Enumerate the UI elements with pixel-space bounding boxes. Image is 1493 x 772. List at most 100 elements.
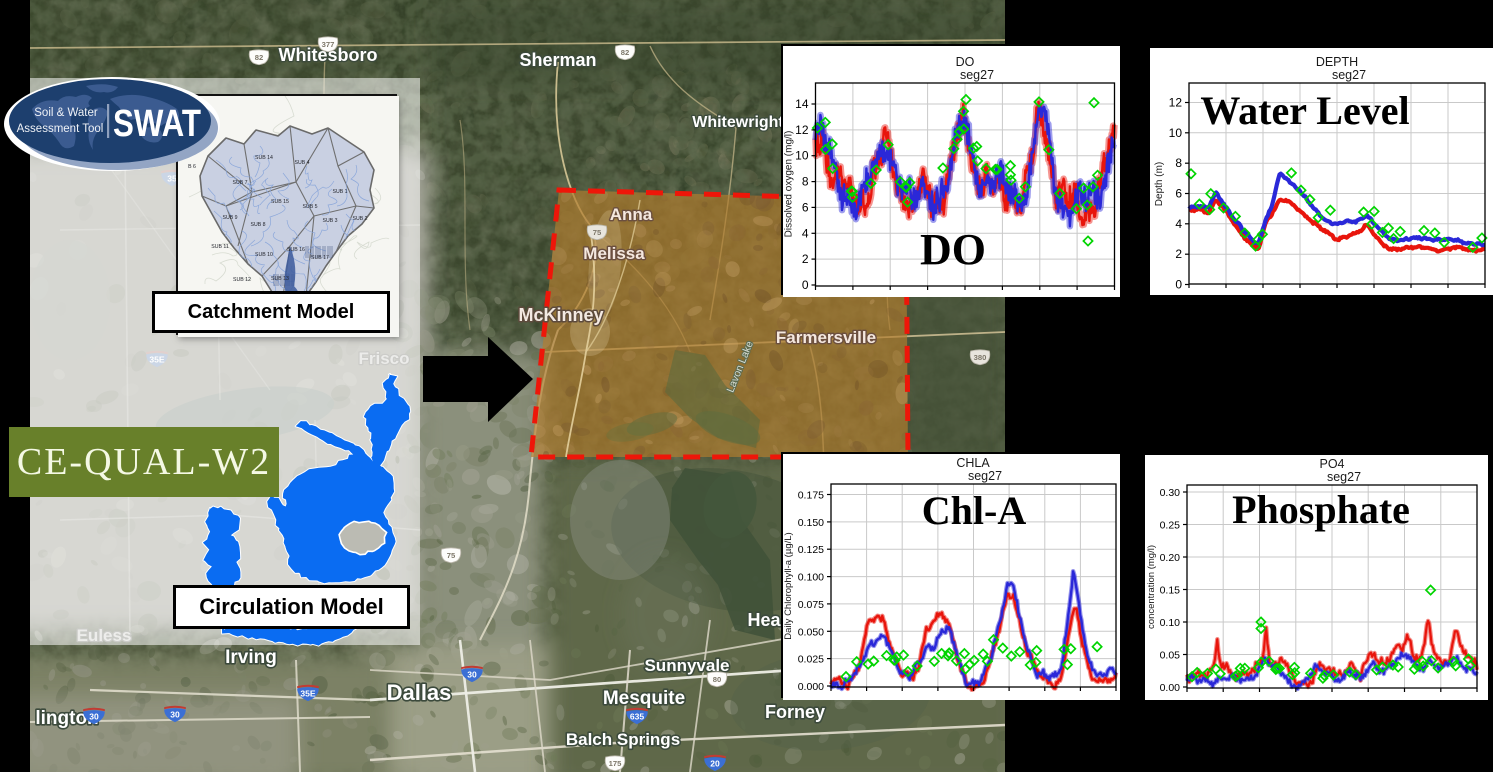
- svg-text:SUB 15: SUB 15: [271, 199, 289, 205]
- svg-text:Balch Springs: Balch Springs: [566, 730, 680, 749]
- svg-text:PO4: PO4: [1319, 457, 1344, 471]
- svg-text:20: 20: [710, 758, 720, 768]
- svg-text:SUB 11: SUB 11: [211, 244, 229, 250]
- svg-text:12: 12: [1169, 96, 1183, 110]
- svg-text:82: 82: [255, 53, 264, 62]
- svg-text:8: 8: [802, 175, 809, 189]
- svg-text:SUB 12: SUB 12: [233, 277, 251, 283]
- svg-text:0.050: 0.050: [798, 626, 824, 638]
- svg-text:10: 10: [795, 149, 809, 163]
- svg-text:SWAT: SWAT: [113, 103, 201, 145]
- svg-text:Forney: Forney: [765, 702, 825, 722]
- svg-text:Daily Chlorophyll-a (µg/L): Daily Chlorophyll-a (µg/L): [783, 532, 794, 639]
- svg-text:Anna: Anna: [610, 205, 653, 224]
- svg-text:concentration (mg/l): concentration (mg/l): [1146, 545, 1157, 629]
- svg-text:DO: DO: [956, 55, 975, 69]
- svg-text:Forney: Forney: [765, 702, 825, 722]
- svg-text:Melissa: Melissa: [583, 244, 645, 263]
- svg-text:SUB 2: SUB 2: [353, 216, 368, 222]
- svg-text:75: 75: [593, 228, 602, 237]
- svg-text:0.025: 0.025: [798, 654, 824, 666]
- svg-text:0.150: 0.150: [798, 517, 824, 529]
- svg-text:DEPTH: DEPTH: [1316, 55, 1358, 69]
- svg-text:0.30: 0.30: [1160, 487, 1181, 499]
- svg-text:2: 2: [1175, 247, 1182, 261]
- svg-text:0.00: 0.00: [1160, 682, 1181, 694]
- svg-text:lington: lington: [35, 708, 98, 729]
- svg-text:Sunnyvale: Sunnyvale: [644, 656, 729, 675]
- svg-text:635: 635: [630, 711, 645, 721]
- svg-text:seg27: seg27: [1327, 470, 1361, 484]
- svg-text:Irving: Irving: [225, 647, 277, 668]
- svg-text:Hea: Hea: [747, 610, 781, 630]
- svg-text:Whitesboro: Whitesboro: [279, 45, 378, 65]
- svg-text:0.10: 0.10: [1160, 617, 1181, 629]
- svg-text:Whitewright: Whitewright: [692, 114, 784, 131]
- svg-text:Melissa: Melissa: [583, 244, 645, 263]
- svg-text:Sherman: Sherman: [519, 50, 596, 70]
- svg-text:0.25: 0.25: [1160, 520, 1181, 532]
- svg-text:82: 82: [621, 48, 630, 57]
- svg-text:SUB 3: SUB 3: [323, 218, 338, 224]
- svg-text:Soil & Water: Soil & Water: [34, 107, 98, 119]
- svg-text:0: 0: [802, 278, 809, 292]
- svg-text:0.100: 0.100: [798, 572, 824, 584]
- svg-text:6: 6: [802, 200, 809, 214]
- svg-text:4: 4: [1175, 217, 1182, 231]
- svg-text:0.20: 0.20: [1160, 552, 1181, 564]
- svg-text:SUB 5: SUB 5: [303, 204, 318, 210]
- svg-text:Whitesboro: Whitesboro: [279, 45, 378, 65]
- svg-text:seg27: seg27: [968, 469, 1002, 483]
- svg-text:SUB 16: SUB 16: [287, 247, 305, 253]
- svg-text:Dallas: Dallas: [387, 680, 452, 705]
- svg-text:SUB 13: SUB 13: [271, 276, 289, 282]
- svg-text:SUB 14: SUB 14: [255, 155, 273, 161]
- svg-text:SUB 9: SUB 9: [223, 215, 238, 221]
- svg-text:12: 12: [795, 123, 809, 137]
- svg-text:14: 14: [795, 97, 809, 111]
- svg-text:Phosphate: Phosphate: [1232, 487, 1410, 532]
- svg-text:175: 175: [609, 759, 622, 768]
- svg-text:0.075: 0.075: [798, 599, 824, 611]
- svg-text:Sunnyvale: Sunnyvale: [644, 656, 729, 675]
- svg-text:Hea: Hea: [747, 610, 781, 630]
- svg-text:B 6: B 6: [188, 164, 196, 170]
- svg-text:4: 4: [802, 226, 809, 240]
- svg-text:0.175: 0.175: [798, 490, 824, 502]
- svg-text:SUB 1: SUB 1: [333, 189, 348, 195]
- svg-text:Sherman: Sherman: [519, 50, 596, 70]
- svg-text:10: 10: [1169, 126, 1183, 140]
- svg-text:75: 75: [447, 551, 456, 560]
- svg-text:Anna: Anna: [610, 205, 653, 224]
- svg-text:Assessment Tool: Assessment Tool: [17, 123, 104, 135]
- svg-text:Dallas: Dallas: [387, 680, 452, 705]
- svg-text:seg27: seg27: [960, 68, 994, 82]
- svg-text:2: 2: [802, 252, 809, 266]
- svg-text:377: 377: [322, 40, 335, 49]
- svg-text:6: 6: [1175, 187, 1182, 201]
- svg-text:SUB 10: SUB 10: [255, 252, 273, 258]
- svg-text:30: 30: [170, 709, 180, 719]
- svg-text:seg27: seg27: [1332, 68, 1366, 82]
- svg-text:Farmersville: Farmersville: [776, 328, 876, 347]
- svg-text:0.000: 0.000: [798, 681, 824, 693]
- svg-text:30: 30: [89, 711, 99, 721]
- svg-text:Irving: Irving: [225, 647, 277, 668]
- svg-text:30: 30: [467, 669, 477, 679]
- svg-text:McKinney: McKinney: [518, 305, 603, 325]
- svg-text:McKinney: McKinney: [518, 305, 603, 325]
- svg-text:35E: 35E: [300, 688, 316, 698]
- svg-text:Water Level: Water Level: [1200, 88, 1409, 133]
- svg-text:SUB 17: SUB 17: [311, 255, 329, 261]
- svg-text:Farmersville: Farmersville: [776, 328, 876, 347]
- svg-text:0.15: 0.15: [1160, 585, 1181, 597]
- svg-text:Balch Springs: Balch Springs: [566, 730, 680, 749]
- svg-text:CHLA: CHLA: [956, 456, 990, 470]
- svg-text:Dissolved oxygen (mg/l): Dissolved oxygen (mg/l): [784, 131, 795, 238]
- svg-text:0: 0: [1175, 278, 1182, 292]
- svg-text:Chl-A: Chl-A: [922, 488, 1027, 533]
- svg-text:80: 80: [713, 675, 722, 684]
- svg-text:380: 380: [974, 353, 987, 362]
- svg-text:Mesquite: Mesquite: [603, 688, 685, 709]
- svg-text:0.05: 0.05: [1160, 650, 1181, 662]
